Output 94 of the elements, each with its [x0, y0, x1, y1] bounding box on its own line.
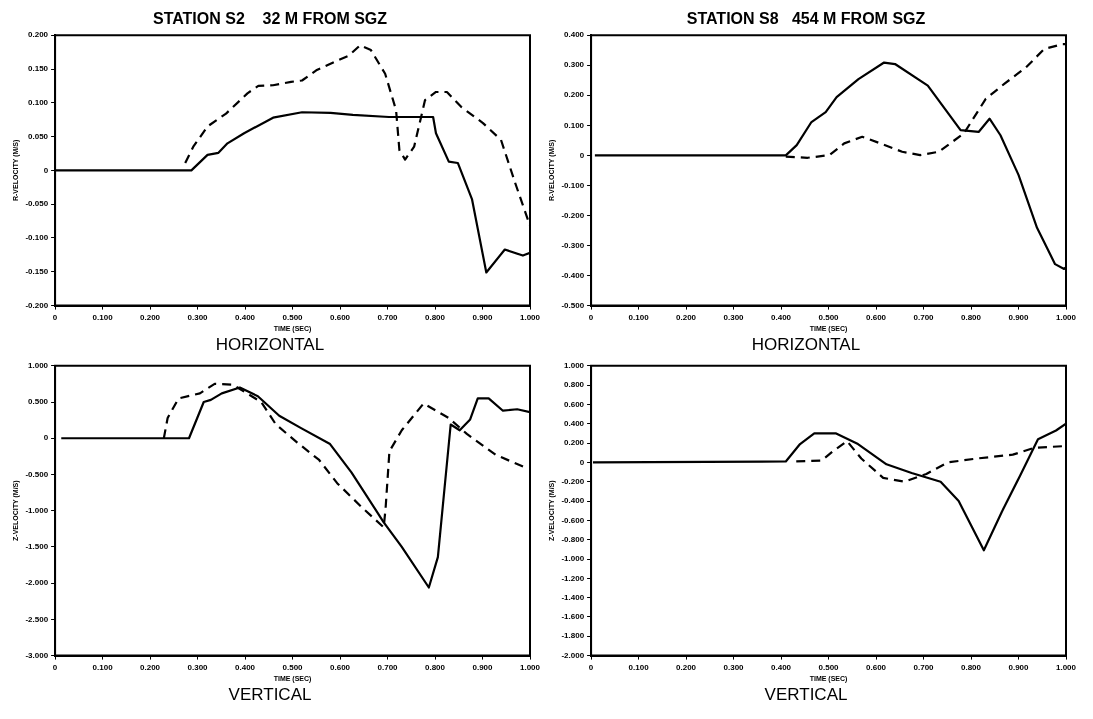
- y-tick-label: -0.100: [25, 233, 49, 243]
- y-tick-label: 0.200: [28, 30, 49, 40]
- x-tick-label: 0.200: [140, 662, 161, 672]
- y-tick-label: -1.600: [561, 612, 585, 622]
- y-tick-label: 0: [43, 165, 49, 175]
- y-tick-label: -0.500: [25, 469, 49, 479]
- x-tick-label: 0.300: [187, 312, 209, 322]
- y-tick-label: -0.200: [561, 210, 585, 220]
- x-tick-label: 1.000: [1055, 662, 1077, 672]
- y-tick-label: -0.300: [561, 240, 585, 250]
- x-tick-label: 0.300: [187, 662, 209, 672]
- y-tick-label: -0.600: [561, 515, 585, 525]
- text: VERTICAL: [764, 685, 848, 705]
- x-tick-label: 0.900: [472, 662, 494, 672]
- y-tick-label: -2.000: [25, 578, 49, 588]
- x-tick-label: 1.000: [519, 662, 541, 672]
- x-tick-label: 0.100: [628, 312, 650, 322]
- x-tick-label: 0.500: [818, 662, 840, 672]
- chart-title: STATION S2 32 M FROM SGZ: [152, 10, 388, 28]
- x-tick-label: 0.700: [913, 662, 935, 672]
- y-tick-label: -2.500: [25, 614, 49, 624]
- y-tick-label: -1.000: [561, 554, 585, 564]
- x-tick-label: 0: [52, 662, 58, 672]
- y-tick-label: -2.000: [561, 650, 585, 660]
- x-tick-label: 0.700: [377, 312, 399, 322]
- x-tick-label: 0.300: [723, 312, 745, 322]
- y-tick-label: -0.150: [25, 267, 49, 276]
- x-tick-label: 0.500: [282, 312, 304, 322]
- y-tick-label: -1.000: [25, 505, 49, 515]
- y-tick-label: -0.200: [561, 476, 585, 486]
- y-tick-label: -1.500: [25, 542, 49, 552]
- y-tick-label: -1.800: [561, 631, 585, 641]
- x-tick-label: 0.100: [628, 662, 650, 672]
- y-tick-label: 0.600: [564, 399, 585, 409]
- y-tick-label: 0.100: [28, 98, 49, 107]
- x-tick-label: 0.400: [235, 662, 256, 672]
- x-tick-label: 0.900: [1008, 662, 1030, 672]
- x-tick-label: 0.600: [330, 312, 351, 322]
- y-tick-label: 0: [43, 433, 49, 443]
- x-tick-label: 0.200: [676, 312, 697, 322]
- x-tick-label: 0.900: [472, 312, 494, 322]
- y-tick-label: 0.200: [564, 90, 585, 100]
- x-tick-label: 0.400: [771, 662, 792, 672]
- y-tick-label: -0.200: [25, 300, 49, 310]
- y-tick-label: 1.000: [28, 361, 49, 370]
- y-tick-label: 0.150: [28, 64, 49, 74]
- text: VERTICAL: [228, 685, 312, 705]
- x-tick-label: 0.600: [330, 662, 351, 672]
- y-tick-label: 1.000: [564, 361, 585, 370]
- x-tick-label: 0.200: [676, 662, 697, 672]
- y-tick-label: -0.400: [561, 270, 585, 280]
- x-tick-label: 0.100: [92, 312, 114, 322]
- y-tick-label: -3.000: [25, 650, 49, 660]
- x-tick-label: 0: [52, 312, 58, 322]
- x-tick-label: 0.200: [140, 312, 161, 322]
- y-tick-label: 0.500: [28, 397, 49, 407]
- x-tick-label: 0.300: [723, 662, 745, 672]
- x-tick-label: 0.800: [425, 662, 446, 672]
- x-tick-label: 0.600: [866, 662, 887, 672]
- x-tick-label: 0.600: [866, 312, 887, 322]
- y-tick-label: 0.300: [564, 60, 585, 70]
- y-tick-label: 0.050: [28, 131, 49, 141]
- x-tick-label: 0.800: [425, 312, 446, 322]
- y-tick-label: -1.200: [561, 573, 585, 583]
- text: HORIZONTAL: [215, 335, 325, 355]
- y-tick-label: 0.400: [564, 30, 585, 40]
- x-tick-label: 0.800: [961, 662, 982, 672]
- y-tick-label: -0.050: [25, 199, 49, 209]
- y-tick-label: 0.800: [564, 380, 585, 390]
- x-tick-label: 0.400: [771, 312, 792, 322]
- chart-title: STATION S8 454 M FROM SGZ: [686, 10, 926, 28]
- y-tick-label: 0: [579, 457, 585, 467]
- x-tick-label: 1.000: [519, 312, 541, 322]
- x-tick-label: 0.800: [961, 312, 982, 322]
- x-tick-label: 0.500: [282, 662, 304, 672]
- text: HORIZONTAL: [751, 335, 861, 355]
- y-tick-label: -0.100: [561, 180, 585, 190]
- y-tick-label: 0.100: [564, 120, 585, 130]
- y-tick-label: -1.400: [561, 592, 585, 602]
- x-tick-label: 0.400: [235, 312, 256, 322]
- y-tick-label: -0.800: [561, 534, 585, 544]
- x-tick-label: 0.100: [92, 662, 114, 672]
- y-tick-label: 0.200: [564, 438, 585, 448]
- x-tick-label: 0: [588, 662, 594, 672]
- x-tick-label: 0.700: [377, 662, 399, 672]
- y-tick-label: 0.400: [564, 418, 585, 428]
- y-tick-label: -0.400: [561, 496, 585, 506]
- y-tick-label: 0: [579, 150, 585, 160]
- x-tick-label: 0.500: [818, 312, 840, 322]
- x-tick-label: 0.900: [1008, 312, 1030, 322]
- y-tick-label: -0.500: [561, 300, 585, 310]
- x-tick-label: 0.700: [913, 312, 935, 322]
- x-tick-label: 0: [588, 312, 594, 322]
- x-tick-label: 1.000: [1055, 312, 1077, 322]
